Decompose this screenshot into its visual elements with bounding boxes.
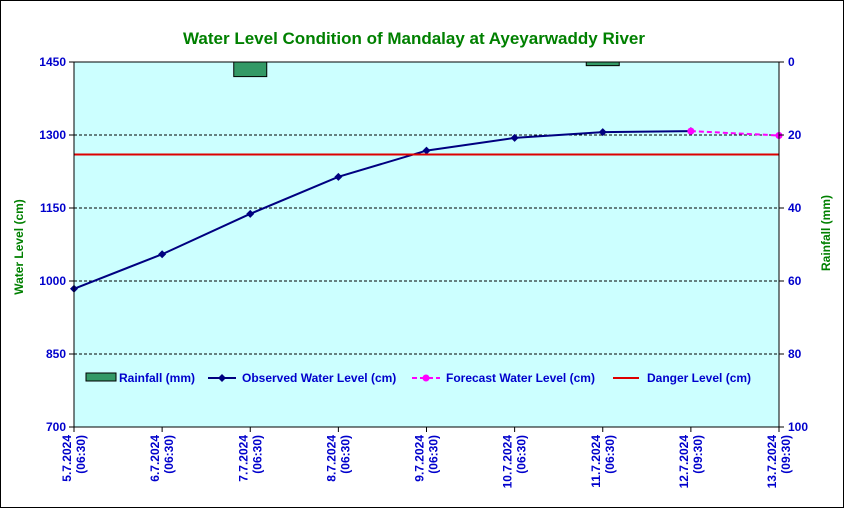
x-tick-time: (06:30) [162, 435, 176, 474]
y-tick-label: 1150 [40, 201, 66, 215]
y-axis-label: Water Level (cm) [12, 199, 26, 295]
y-tick-label: 700 [46, 420, 66, 434]
observed-point [334, 172, 343, 181]
x-tick-time: (06:30) [338, 435, 352, 474]
legend-label: Forecast Water Level (cm) [446, 371, 595, 385]
forecast-point [687, 127, 695, 135]
chart-title: Water Level Condition of Mandalay at Aye… [183, 29, 645, 48]
x-tick-time: (06:30) [515, 435, 529, 474]
legend-label: Rainfall (mm) [119, 371, 195, 385]
y-tick-label: 850 [46, 347, 66, 361]
x-tick-date: 8.7.2024 [324, 435, 338, 482]
y2-tick-label: 0 [788, 55, 795, 69]
x-tick-date: 11.7.2024 [589, 435, 603, 488]
y-tick-label: 1000 [39, 274, 66, 288]
y-tick-label: 1450 [39, 55, 66, 69]
x-tick-time: (06:30) [603, 435, 617, 474]
x-tick-date: 6.7.2024 [148, 435, 162, 482]
x-tick-time: (06:30) [250, 435, 264, 474]
x-tick-date: 7.7.2024 [236, 435, 250, 482]
x-tick-time: (06:30) [427, 435, 441, 474]
observed-point [598, 128, 607, 137]
observed-point [246, 209, 255, 218]
x-tick-date: 5.7.2024 [60, 435, 74, 482]
observed-point [158, 250, 167, 259]
x-tick-date: 10.7.2024 [501, 435, 515, 489]
x-tick-time: (09:30) [779, 435, 793, 474]
x-tick-date: 9.7.2024 [413, 435, 427, 482]
y2-tick-label: 20 [788, 128, 802, 142]
legend-forecast-marker [422, 374, 430, 382]
x-tick-date: 13.7.2024 [765, 435, 779, 489]
rainfall-bar [233, 61, 268, 78]
observed-line [73, 130, 691, 290]
y-tick-label: 1300 [39, 128, 66, 142]
x-tick-date: 12.7.2024 [677, 435, 691, 489]
legend-label: Danger Level (cm) [647, 371, 751, 385]
forecast-line [690, 130, 780, 137]
observed-point [422, 146, 431, 155]
y2-tick-label: 40 [788, 201, 802, 215]
y2-axis-label: Rainfall (mm) [819, 195, 833, 271]
rainfall-bar [585, 61, 620, 67]
x-tick-time: (06:30) [74, 435, 88, 474]
legend-rainfall-swatch [85, 372, 117, 382]
observed-point [510, 133, 519, 142]
plot-area [74, 62, 779, 427]
y2-tick-label: 80 [788, 347, 802, 361]
y2-tick-label: 60 [788, 274, 802, 288]
legend-observed-marker [218, 374, 226, 382]
x-tick-time: (09:30) [691, 435, 705, 474]
legend-label: Observed Water Level (cm) [242, 371, 396, 385]
y2-tick-label: 100 [788, 420, 808, 434]
legend: Rainfall (mm) Observed Water Level (cm) Fo… [85, 371, 751, 385]
